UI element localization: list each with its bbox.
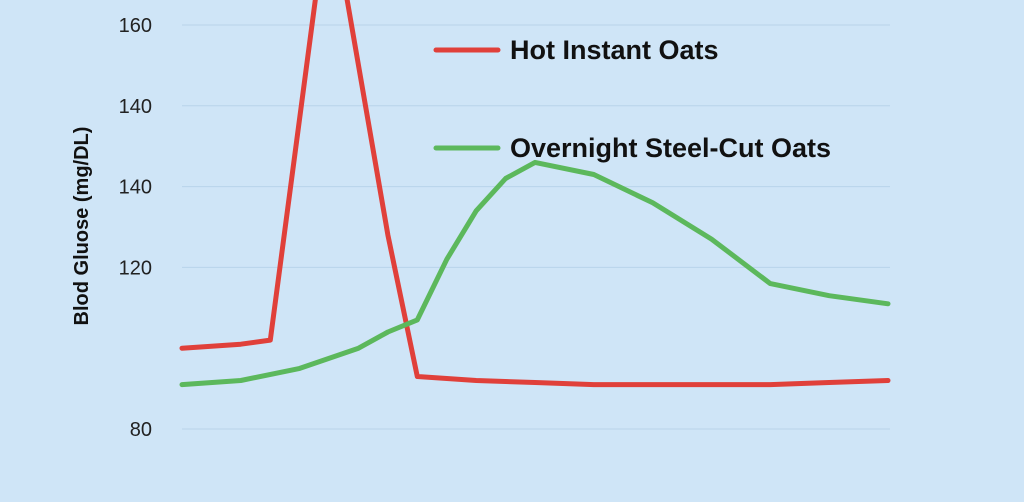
series-line-hot-instant-oats — [179, 0, 891, 388]
y-tick-label: 60 — [130, 500, 152, 502]
y-axis-tick-labels: 8012014014016018060 — [119, 15, 152, 502]
y-tick-label: 80 — [130, 419, 152, 441]
series-lines — [179, 0, 891, 388]
legend-label-hot-instant-oats: Hot Instant Oats — [510, 35, 719, 65]
y-axis-label: Blod Gluose (mg/DL) — [71, 127, 93, 326]
y-tick-label: 140 — [119, 177, 152, 199]
series-line-overnight-steel-cut-oats — [179, 159, 891, 388]
y-tick-label: 140 — [119, 96, 152, 118]
y-tick-label: 160 — [119, 15, 152, 37]
grid-lines — [182, 24, 890, 430]
legend: Hot Instant Oats Overnight Steel-Cut Oat… — [433, 35, 831, 163]
y-tick-label: 120 — [119, 257, 152, 279]
legend-label-overnight-steel-cut-oats: Overnight Steel-Cut Oats — [510, 133, 831, 163]
